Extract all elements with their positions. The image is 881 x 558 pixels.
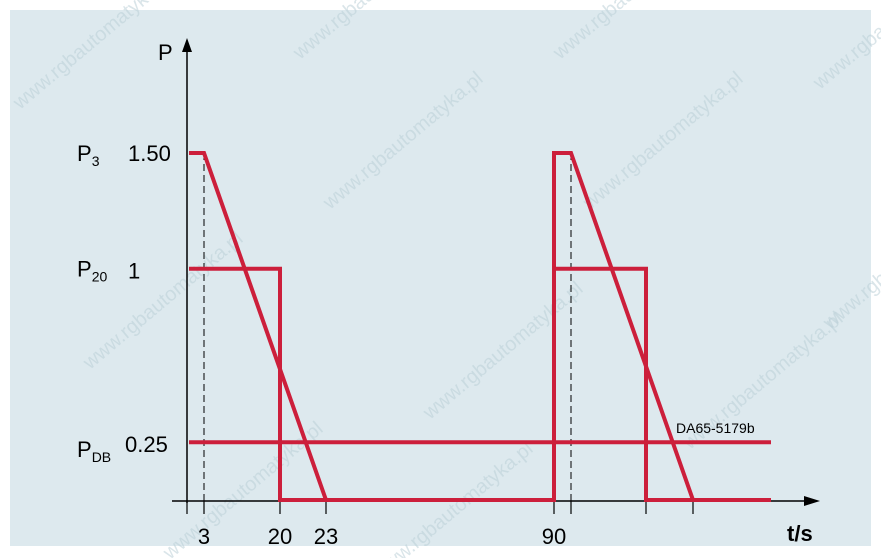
dashed-guides [203, 153, 572, 514]
y-level-value: 0.25 [125, 432, 168, 457]
x-tick-label: 3 [198, 524, 210, 549]
watermark-text: www.rgbautomatyka.pl [418, 278, 587, 425]
y-axis-label: P [158, 40, 173, 65]
watermark-text: www.rgbautomatyka.pl [78, 228, 247, 375]
x-axis-arrow [804, 496, 820, 506]
x-tick-label: 90 [542, 524, 566, 549]
watermark-text: www.rgbautomatyka.pl [808, 0, 881, 94]
x-tick-label: 23 [314, 524, 338, 549]
y-level-symbol: P3 [77, 141, 100, 169]
x-tick-label: 20 [268, 524, 292, 549]
x-axis-label: t/s [787, 521, 813, 546]
y-level-labels: P3 1.50 P20 1 PDB 0.25 [77, 141, 171, 465]
y-level-value: 1.50 [128, 141, 171, 166]
series-line-2 [189, 266, 771, 502]
watermark-text: www.rgbautomatyka.pl [318, 68, 487, 215]
y-axis-arrow [182, 38, 192, 52]
watermark-text: www.rgbautomatyka.pl [288, 0, 457, 64]
watermark-text: www.rgbautomatyka.pl [578, 68, 747, 215]
watermark-text: www.rgbautomatyka.pl [8, 0, 177, 114]
x-tick-labels: 3 20 23 90 [198, 524, 566, 549]
y-level-value: 1 [128, 259, 140, 284]
y-level-symbol: P20 [77, 257, 107, 285]
watermark-text: www.rgbautomatyka.pl [548, 0, 717, 64]
x-ticks [186, 501, 694, 514]
chart-panel [10, 10, 871, 546]
diagram-code: DA65-5179b [676, 420, 755, 436]
series-layer [189, 151, 771, 502]
watermark-text: www.rgbautomatyka.pl [368, 438, 537, 558]
watermark-text: www.rgbautomatyka.pl [158, 418, 327, 558]
y-level-symbol: PDB [77, 437, 111, 465]
